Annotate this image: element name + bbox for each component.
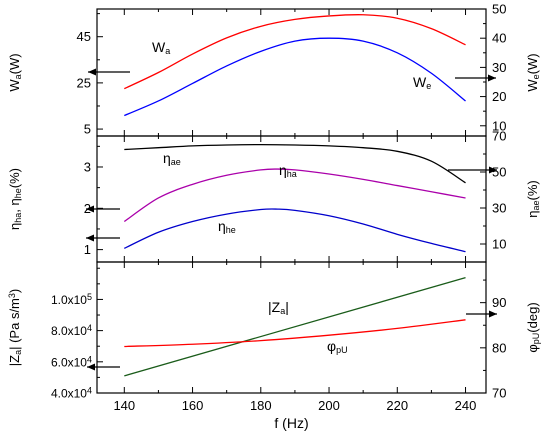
bottom-left-axis-tick-label: 1.0x105 [51,292,92,307]
bottom-right-axis-tick-label: 90 [492,295,506,310]
arrow-left-axis-eta-ha [86,205,120,213]
bottom-right-axis-tick-label: 70 [492,386,506,401]
top-right-axis-tick-label: 20 [492,89,506,104]
arrow-left-axis-wa-head [88,68,96,76]
mid-left-axis-label-text: ηha, ηhe(%) [7,168,23,230]
series-label-eta-he: ηhe [218,218,236,235]
mid-right-axis-label-text: ηae(%) [525,180,541,217]
arrow-right-axis-we [455,74,496,82]
arrow-right-axis-phi-pu [466,310,497,318]
arrow-right-axis-eta-ae-head [489,166,497,174]
top-right-axis-tick-label: 40 [492,31,506,46]
bottom-left-axis-label: |Za| (Pa s/m3) [7,289,23,366]
mid-right-axis-tick-label: 50 [492,165,506,180]
top-left-axis-label-text: Wa(W) [7,53,23,91]
top-left-axis-tick-label: 45 [77,29,91,44]
top-right-axis-tick-label: 30 [492,60,506,75]
series-label-we: We [413,74,431,91]
arrow-left-axis-eta-he-head [86,234,94,242]
arrow-left-axis-za-head [87,363,95,371]
mid-left-axis-tick-label: 2 [84,201,91,216]
panel-frame-3 [96,261,487,394]
bottom-right-axis-tick-label: 80 [492,340,506,355]
bottom-right-axis-label-text: φpU(deg) [525,302,541,352]
arrow-right-axis-we-head [488,74,496,82]
bottom-left-axis-label-text: |Za| (Pa s/m3) [7,289,23,366]
bottom-left-axis-tick-label: 8.0x104 [51,323,92,338]
series-line-eta-ae [124,143,466,184]
mid-left-axis-tick-label: 3 [84,159,91,174]
x-axis-label: f (Hz) [274,415,308,431]
mid-right-axis-label: ηae(%) [525,180,541,217]
bottom-left-axis-tick-label: 4.0x104 [51,385,92,400]
series-line-wa [124,14,466,90]
x-tick-label: 200 [318,398,340,413]
mid-right-axis-tick-label: 30 [492,201,506,216]
top-right-axis-label: We(W) [525,53,541,91]
arrow-left-axis-wa [88,68,130,76]
series-label-eta-ae: ηae [163,150,181,167]
x-tick-label: 160 [182,398,204,413]
mid-left-axis-label: ηha, ηhe(%) [7,168,23,230]
x-tick-label: 140 [113,398,135,413]
top-right-axis-tick-label: 10 [492,118,506,133]
arrow-left-axis-eta-he [86,234,120,242]
top-left-axis-tick-label: 25 [77,75,91,90]
series-line-we [124,37,466,117]
arrow-right-axis-eta-ae [448,166,497,174]
panel-frame-1 [96,8,487,137]
series-line-eta-he [124,208,466,253]
mid-left-axis-tick-label: 1 [84,242,91,257]
arrow-left-axis-eta-ha-head [86,205,94,213]
arrow-left-axis-za [87,363,120,371]
x-tick-label: 220 [386,398,408,413]
series-label-phi-pu: φpU [327,338,348,355]
top-left-axis-tick-label: 5 [84,122,91,137]
series-label-eta-ha: ηha [279,162,297,179]
series-line-za [124,276,466,377]
top-right-axis-label-text: We(W) [525,53,541,91]
x-tick-label: 180 [250,398,272,413]
mid-right-axis-tick-label: 70 [492,129,506,144]
top-right-axis-tick-label: 50 [492,2,506,17]
bottom-right-axis-label: φpU(deg) [525,302,541,352]
bottom-left-axis-tick-label: 6.0x104 [51,354,92,369]
mid-right-axis-tick-label: 10 [492,237,506,252]
series-label-wa: Wa [152,39,170,56]
series-label-za: |Za| [268,299,289,316]
x-tick-label: 240 [455,398,477,413]
series-line-eta-ha [123,168,466,223]
series-line-phi-pu [124,319,466,348]
arrow-right-axis-phi-pu-head [489,310,497,318]
top-left-axis-label: Wa(W) [7,53,23,91]
